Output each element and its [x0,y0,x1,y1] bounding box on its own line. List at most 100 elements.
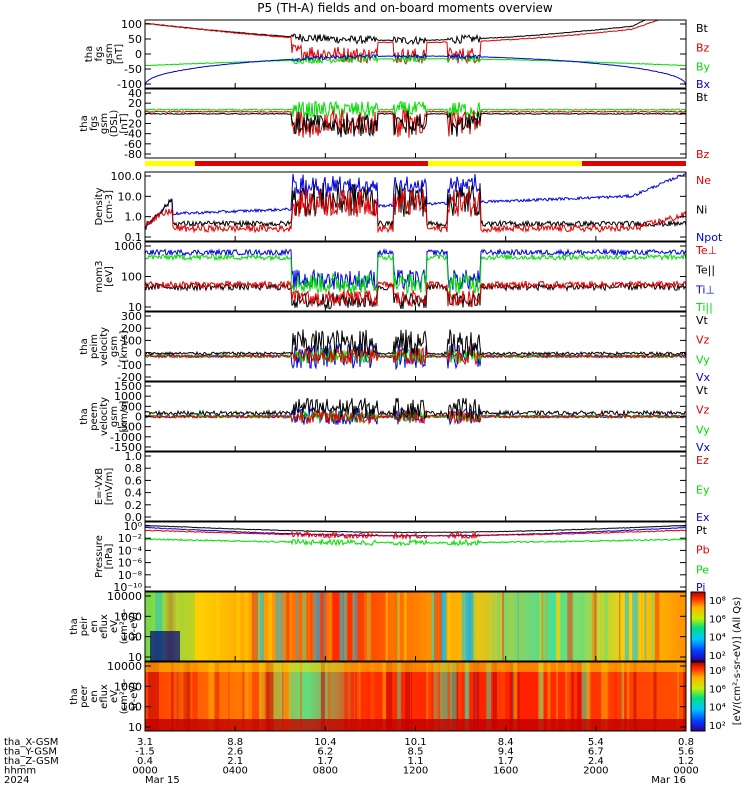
row-value: Mar 16 [651,775,686,786]
legend-Ex: Ex [696,511,710,524]
colorbar-tick-label: 10⁸ [709,596,726,607]
spectrogram-stripe [382,662,386,731]
y-tick-label: 1500 [114,380,142,393]
legend-Vz: Vz [696,334,710,347]
y-axis-label-line: gsm [99,113,110,134]
spectrogram-stripe [470,592,476,661]
spectrogram-stripe [597,592,600,661]
spectrogram-stripe [251,592,259,661]
y-tick-label: 0 [135,411,142,424]
y-tick-label: 10⁰ [124,520,143,533]
spectrogram-stripe [389,592,395,661]
y-tick-label: 0.6 [125,474,143,487]
spectrogram-stripe [275,592,280,661]
spectrogram-stripe [517,662,520,731]
row-value: 0000 [132,766,157,777]
y-axis-label-line: tha [79,408,90,424]
colorbar-tick-label: 10² [709,651,726,662]
spectrogram-stripe [594,592,597,661]
row-value: 1.7 [317,756,333,767]
y-axis-label-line: gsm [109,336,120,357]
spectrogram-stripe [497,592,500,661]
legend-Vt: Vt [696,384,709,397]
legend-Ni: Ni [696,204,707,217]
y-tick-label: 0.2 [125,499,143,512]
y-tick-label: -100 [117,78,142,91]
y-axis-label-line: tha [84,46,95,62]
series-Pe [144,537,687,547]
y-tick-label: -200 [117,371,142,384]
legend-Ez: Ez [696,454,709,467]
spectrogram-stripe [654,592,660,661]
y-tick-label: 10000 [107,660,142,673]
spectrogram-stripe [346,592,352,661]
spectrogram-stripe [183,662,191,731]
spectrogram-stripe [343,592,348,661]
series-Vt [144,397,687,420]
legend-Bz: Bz [696,41,710,54]
spectrogram-stripe [350,662,354,731]
y-axis-label: thafgsgsm(DSL)[nT] [79,110,130,138]
spectrogram-stripe [413,592,419,661]
y-tick-label: 100 [121,271,142,284]
spectrogram-stripe [308,592,311,661]
panel-p3: 100.0 10.0 1.0 0.1 Density[cm-3] [94,170,687,244]
colorbar-tick-label: 10⁶ [709,684,726,695]
y-axis-label-line: tha [69,688,80,704]
row-label: tha_X-GSM [4,737,58,748]
y-tick-label: -1500 [110,441,142,454]
row-value: 1200 [403,766,428,777]
y-tick-label: 1000 [114,610,142,623]
spectrogram-stripe [427,662,432,731]
spectrogram-stripe [582,662,589,731]
spectrogram-stripe [532,662,539,731]
y-tick-label: -20 [124,118,142,131]
row-value: 5.6 [678,747,694,758]
spectrogram-stripe [352,592,355,661]
spectrogram-stripe [228,662,230,731]
row-value: 10.1 [404,737,426,748]
row-value: 0.4 [137,756,153,767]
legend-Vx: Vx [696,371,711,384]
spectrogram-band [150,631,180,661]
legend-Ti||: Ti|| [695,301,713,314]
spectrogram-stripe [496,662,500,731]
spectrogram-stripe [260,662,262,731]
spectrogram-stripe [622,662,625,731]
spectrogram-stripe [281,592,285,661]
panel-p9: 10000 1000 100 10 thapeirenefluxeV(cm²-s-sr-… [69,590,726,664]
series-Bx [144,53,687,87]
spectrogram-stripe [242,662,245,731]
spectrogram-stripe [579,592,585,661]
colorbar-tick-label: 10⁸ [709,666,726,677]
row-value: 8.8 [227,737,243,748]
legend-Te||: Te|| [695,264,715,277]
spectrogram-stripe [369,662,375,731]
y-axis-label-line: [eV] [104,266,115,287]
y-axis-label-line: [cm-3] [104,190,115,223]
spectrogram-stripe [441,592,446,661]
legend-Vt: Vt [696,314,709,327]
legend-Vx: Vx [696,441,711,454]
row-value: 1600 [493,766,518,777]
spectrogram-stripe [651,592,655,661]
legend-Pt: Pt [696,524,708,537]
y-axis-label-line: tha [79,115,90,131]
y-axis-label-line: peer [79,684,90,708]
y-axis-label-line: Pressure [94,535,105,578]
spectrogram-stripe [407,592,409,661]
spectrogram-stripe [458,662,462,731]
spectrogram-stripe [523,662,525,731]
spectrogram-stripe [171,662,174,731]
status-segment [582,161,686,166]
spectrogram-stripe [624,592,629,661]
spectrogram-stripe [328,662,331,731]
spectrogram-stripe [259,592,264,661]
row-value: 2000 [583,766,608,777]
y-axis-label-line: eflux [99,684,110,709]
y-axis-label-line: peim [89,334,100,359]
y-axis-label-line: eV [109,690,120,703]
y-axis-label-line: E=-VxB [94,468,105,505]
spectrogram-stripe [435,662,442,731]
spectrogram-stripe [509,662,514,731]
